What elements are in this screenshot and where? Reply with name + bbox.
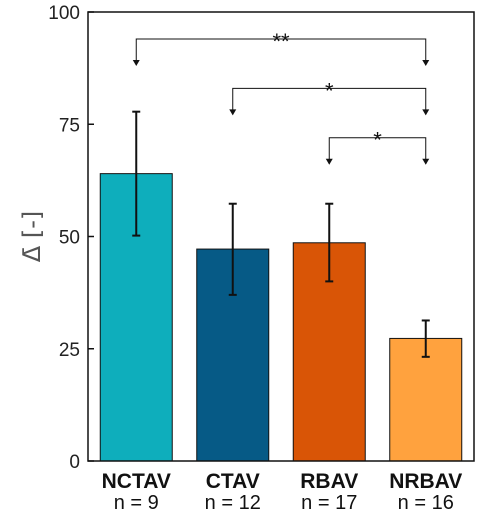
error-bars [132, 110, 430, 358]
y-tick-label: 50 [59, 228, 80, 249]
y-axis: 0 25 50 75 100 [48, 3, 94, 473]
y-tick-label: 100 [48, 3, 80, 24]
significance-bracket [328, 137, 427, 164]
arrow-down-icon [422, 109, 430, 116]
x-tick-label: NRBAV [389, 470, 462, 493]
y-tick-label: 25 [59, 340, 80, 361]
y-tick-label: 0 [69, 452, 80, 473]
plot-frame [87, 11, 475, 462]
x-tick-label: CTAV [206, 470, 260, 493]
arrow-down-icon [422, 158, 430, 165]
significance-label: ** [272, 29, 290, 54]
y-axis-label: Δ̄ [-] [18, 211, 46, 262]
arrow-down-icon [325, 158, 333, 165]
sample-size-label: n = 17 [301, 492, 357, 513]
arrow-down-icon [229, 109, 237, 116]
x-tick-label: NCTAV [102, 470, 171, 493]
significance-bracket [135, 38, 427, 65]
significance-brackets: **** [132, 29, 430, 165]
arrow-down-icon [422, 59, 430, 66]
y-tick-label: 75 [59, 115, 80, 136]
sample-size-label: n = 12 [205, 492, 261, 513]
significance-label: * [325, 78, 334, 103]
sample-size-label: n = 9 [114, 492, 159, 513]
x-tick-label: RBAV [300, 470, 358, 493]
arrow-down-icon [132, 59, 140, 66]
sample-size-label: n = 16 [398, 492, 454, 513]
bars [99, 173, 463, 462]
significance-bracket [232, 87, 427, 115]
significance-label: * [373, 128, 382, 153]
